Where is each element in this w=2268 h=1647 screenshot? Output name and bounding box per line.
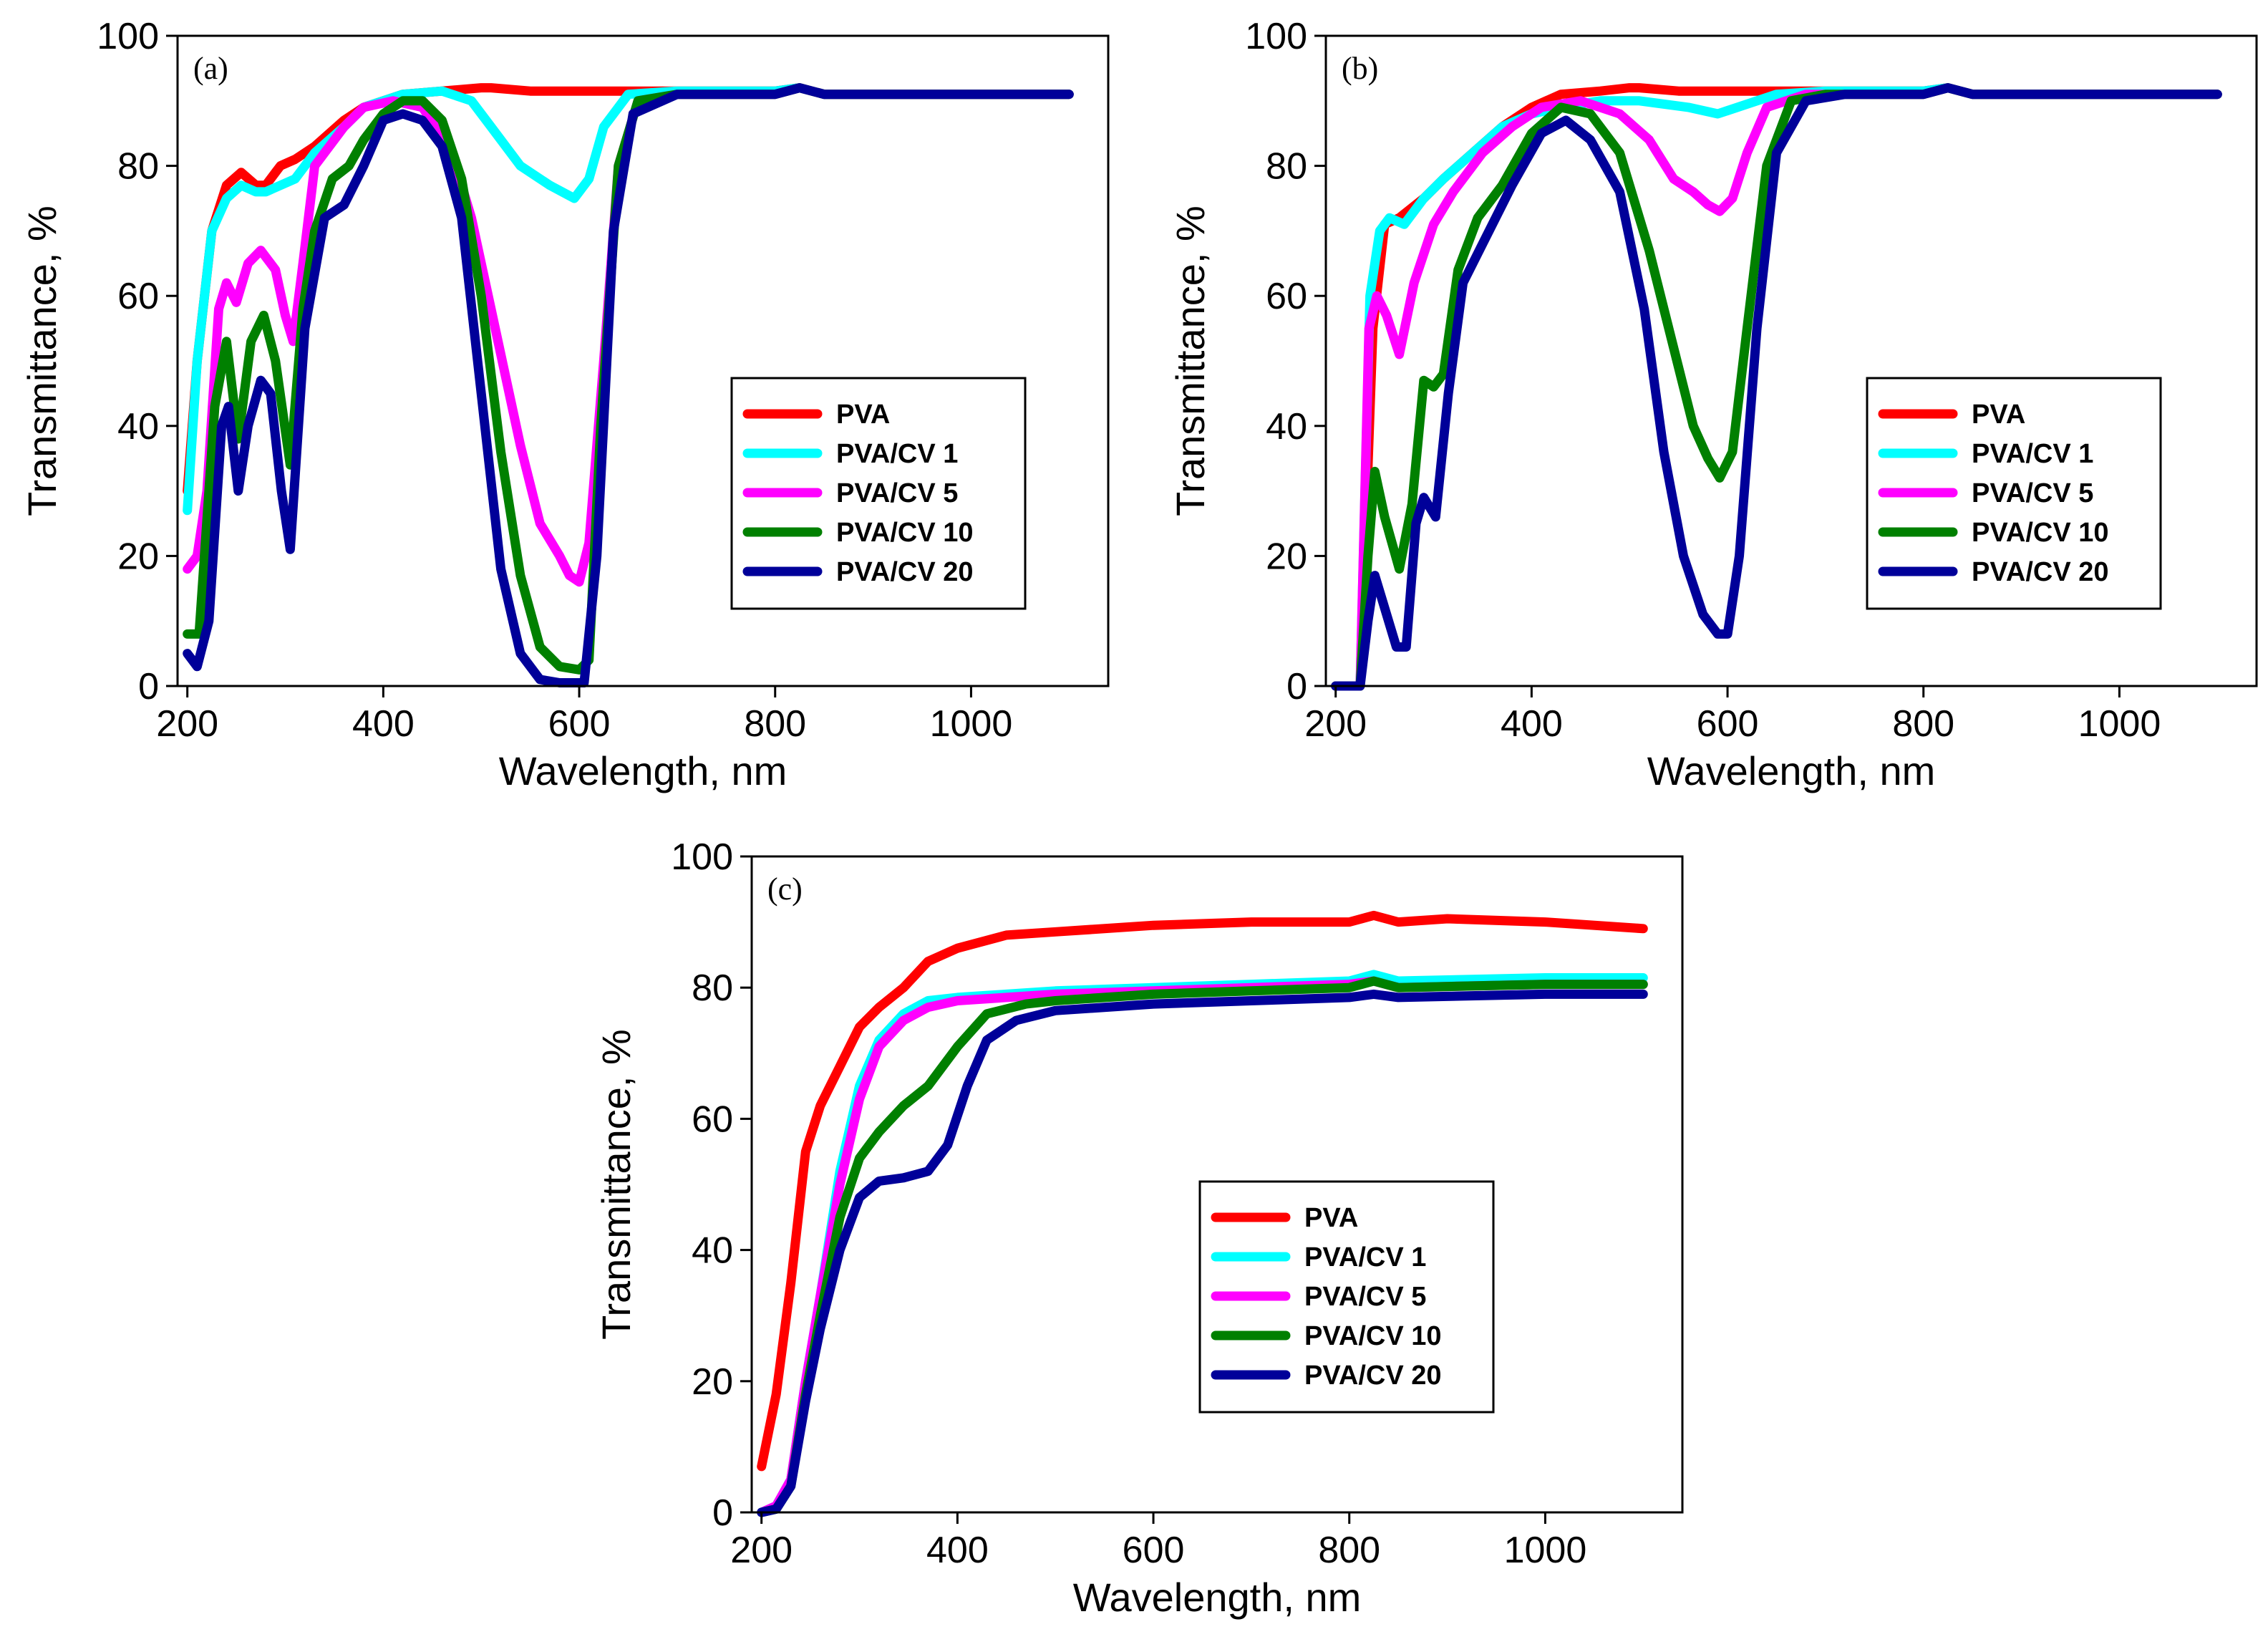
panel-a-x-tick-label: 200 (156, 703, 218, 745)
panel-b-x-tick-label: 600 (1697, 703, 1759, 745)
panel-c-x-tick-label: 200 (730, 1530, 793, 1571)
panel-b-y-tick-label: 60 (1266, 276, 1307, 317)
panel-c-legend-label-pva-cv-10: PVA/CV 10 (1304, 1321, 1441, 1351)
panel-a-series-group (183, 83, 1074, 687)
panel-c-legend-label-pva-cv-5: PVA/CV 5 (1304, 1282, 1426, 1312)
panel-b-x-tick-label: 200 (1304, 703, 1367, 745)
panel-c-chart: 200 400 600 800 1000 0 20 40 60 80 100 Wavelength, … (593, 836, 1684, 1620)
panel-a-legend: PVA PVA/CV 1 PVA/CV 5 PVA/CV 10 PVA/CV 20 (730, 377, 1027, 610)
panel-c-x-tick-label: 800 (1318, 1530, 1380, 1571)
panel-c-legend-label-pva-cv-20: PVA/CV 20 (1304, 1361, 1441, 1391)
panel-b-plot-frame (1324, 34, 2258, 687)
panel-b-legend: PVA PVA/CV 1 PVA/CV 5 PVA/CV 10 PVA/CV 20 (1866, 377, 2162, 610)
panel-a-x-tick-label: 1000 (930, 703, 1013, 745)
panel-a-y-tick-label: 60 (117, 276, 159, 317)
panel-c-label: (c) (767, 871, 803, 907)
panel-b-series-group (1331, 83, 2222, 691)
panel-c-legend-label-pva: PVA (1304, 1203, 1358, 1233)
panel-b-label: (b) (1342, 51, 1378, 86)
panel-c-line-pva-cv-20 (757, 989, 1648, 1517)
panel-a-y-tick-label: 80 (117, 146, 159, 188)
panel-b-legend-label-pva-cv-5: PVA/CV 5 (1972, 478, 2093, 508)
panel-c-x-axis-title: Wavelength, nm (1073, 1575, 1362, 1620)
panel-a-plot-frame (176, 34, 1110, 687)
panel-a-legend-label-pva-cv-10: PVA/CV 10 (836, 518, 973, 548)
panel-c-series-group (757, 910, 1648, 1517)
panel-c-y-tick-label: 0 (712, 1492, 733, 1534)
panel-b-x-tick-label: 1000 (2078, 703, 2161, 745)
panel-b-legend-label-pva-cv-20: PVA/CV 20 (1972, 557, 2108, 587)
panel-c-x-tick-label: 600 (1123, 1530, 1185, 1571)
panel-b-y-tick-label: 40 (1266, 406, 1307, 448)
panel-b-legend-label-pva-cv-10: PVA/CV 10 (1972, 518, 2108, 548)
panel-a-legend-label-pva-cv-5: PVA/CV 5 (836, 478, 958, 508)
panel-a-x-tick-label: 400 (352, 703, 415, 745)
panel-c-legend: PVA PVA/CV 1 PVA/CV 5 PVA/CV 10 PVA/CV 20 (1198, 1180, 1495, 1414)
panel-b-y-tick-label: 100 (1245, 16, 1307, 57)
panel-c-line-pva (757, 910, 1648, 1472)
panel-a-y-tick-label: 0 (138, 666, 159, 707)
panel-b-legend-label-pva-cv-1: PVA/CV 1 (1972, 439, 2093, 469)
panel-a-label: (a) (193, 51, 228, 86)
panel-b-line-pva-cv-20 (1331, 83, 2222, 691)
panel-b-chart: 200 400 600 800 1000 0 20 40 60 80 100 Wavelength, … (1168, 16, 2258, 793)
panel-a-chart: 200 400 600 800 1000 0 20 40 60 80 100 Wavelength, … (19, 16, 1110, 793)
panel-b-legend-label-pva: PVA (1972, 400, 2025, 430)
panel-a-x-tick-label: 600 (548, 703, 611, 745)
panel-a-legend-label-pva: PVA (836, 400, 890, 430)
panel-c-legend-label-pva-cv-1: PVA/CV 1 (1304, 1242, 1426, 1272)
panel-a-y-tick-label: 20 (117, 536, 159, 577)
panel-a-y-tick-label: 40 (117, 406, 159, 448)
panel-a-x-axis-title: Wavelength, nm (499, 748, 788, 793)
panel-b-y-tick-label: 80 (1266, 146, 1307, 188)
panel-b-y-axis-title: Transmittance, % (1168, 206, 1213, 516)
panel-c-y-tick-label: 80 (692, 967, 733, 1009)
panel-c-y-axis-title: Transmittance, % (593, 1029, 639, 1340)
panel-c-plot-frame (750, 855, 1684, 1514)
panel-c-x-tick-label: 1000 (1504, 1530, 1587, 1571)
panel-a-legend-label-pva-cv-1: PVA/CV 1 (836, 439, 958, 469)
panel-c-y-tick-label: 20 (692, 1361, 733, 1403)
panel-c-x-tick-label: 400 (926, 1530, 989, 1571)
panel-b-x-tick-label: 800 (1892, 703, 1954, 745)
panel-a-legend-label-pva-cv-20: PVA/CV 20 (836, 557, 973, 587)
panel-a-y-axis-title: Transmittance, % (19, 206, 64, 516)
panel-a-line-pva-cv-10 (183, 83, 1074, 675)
panel-a-y-tick-label: 100 (97, 16, 159, 57)
panel-b-x-tick-label: 400 (1501, 703, 1563, 745)
panel-c-y-tick-label: 100 (671, 836, 733, 878)
panel-b-y-tick-label: 0 (1286, 666, 1307, 707)
panel-c-y-tick-label: 60 (692, 1098, 733, 1140)
panel-c-y-tick-label: 40 (692, 1230, 733, 1272)
panel-a-x-tick-label: 800 (744, 703, 806, 745)
panel-a-line-pva-cv-20 (183, 83, 1074, 687)
panel-b-x-axis-title: Wavelength, nm (1647, 748, 1936, 793)
panel-b-y-tick-label: 20 (1266, 536, 1307, 577)
